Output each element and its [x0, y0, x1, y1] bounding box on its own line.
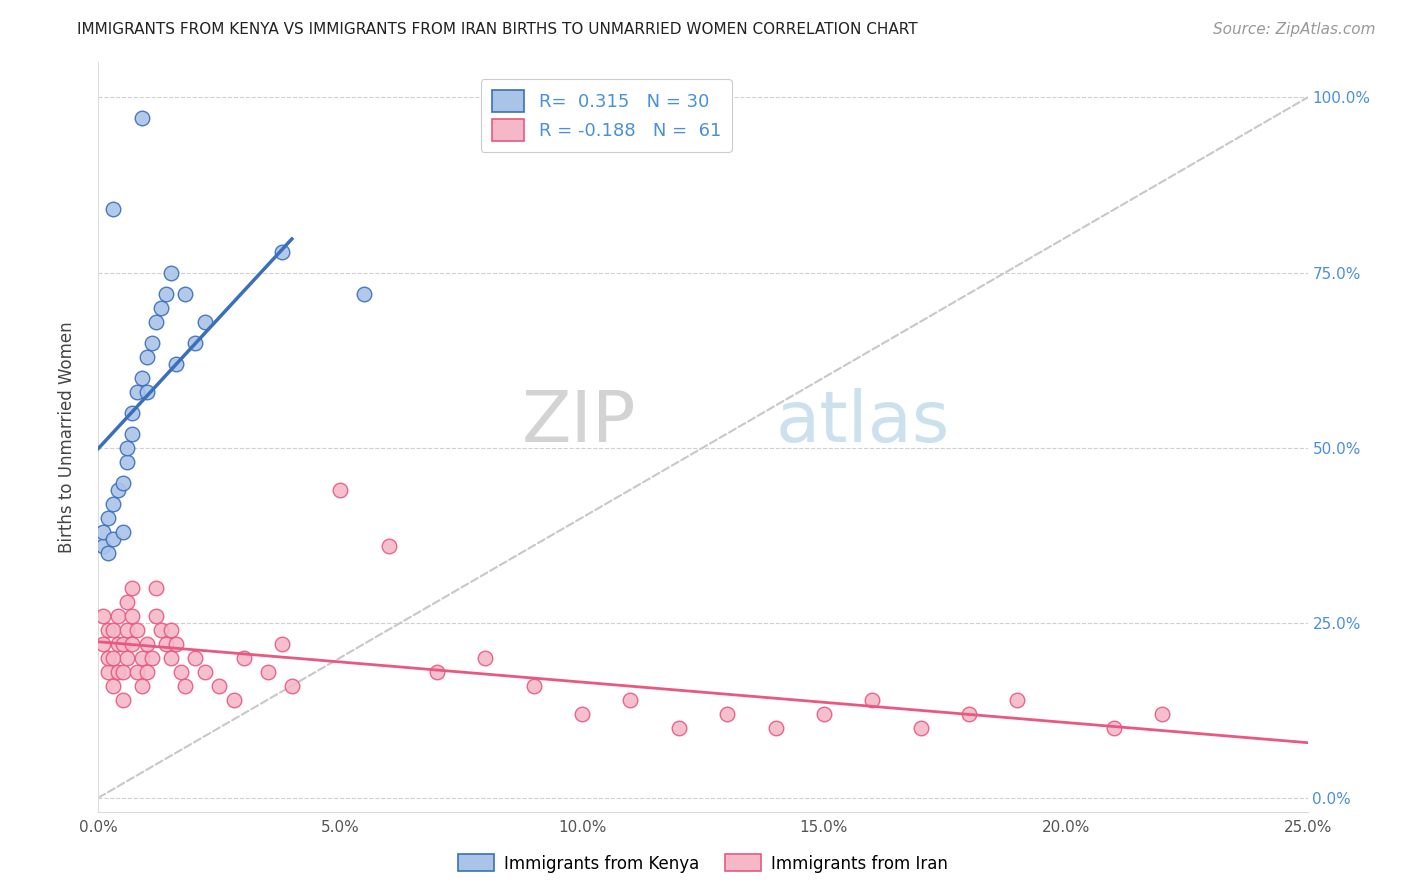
- Point: [145, 314, 167, 328]
- Point: [131, 679, 153, 693]
- Point: [121, 426, 143, 441]
- Point: [523, 679, 546, 693]
- Point: [184, 650, 207, 665]
- Point: [135, 665, 157, 679]
- Point: [131, 650, 153, 665]
- Point: [91, 608, 114, 623]
- Point: [208, 679, 231, 693]
- Point: [97, 510, 120, 524]
- Point: [107, 608, 129, 623]
- Text: IMMIGRANTS FROM KENYA VS IMMIGRANTS FROM IRAN BIRTHS TO UNMARRIED WOMEN CORRELAT: IMMIGRANTS FROM KENYA VS IMMIGRANTS FROM…: [77, 22, 918, 37]
- Text: atlas: atlas: [776, 388, 950, 457]
- Legend: Immigrants from Kenya, Immigrants from Iran: Immigrants from Kenya, Immigrants from I…: [451, 847, 955, 880]
- Point: [97, 650, 120, 665]
- Point: [91, 539, 114, 553]
- Point: [160, 266, 183, 280]
- Point: [131, 112, 153, 126]
- Point: [111, 637, 134, 651]
- Point: [426, 665, 449, 679]
- Point: [222, 692, 245, 706]
- Y-axis label: Births to Unmarried Women: Births to Unmarried Women: [58, 321, 76, 553]
- Point: [169, 665, 191, 679]
- Point: [155, 637, 177, 651]
- Point: [101, 497, 124, 511]
- Point: [165, 357, 187, 371]
- Point: [155, 286, 177, 301]
- Point: [150, 623, 173, 637]
- Point: [135, 350, 157, 364]
- Point: [91, 524, 114, 539]
- Point: [127, 384, 149, 399]
- Point: [101, 650, 124, 665]
- Point: [101, 532, 124, 546]
- Point: [377, 539, 399, 553]
- Point: [117, 650, 139, 665]
- Point: [131, 370, 153, 384]
- Point: [145, 581, 167, 595]
- Point: [1102, 721, 1125, 735]
- Point: [474, 650, 496, 665]
- Point: [957, 706, 980, 721]
- Point: [121, 581, 143, 595]
- Point: [353, 286, 375, 301]
- Point: [101, 679, 124, 693]
- Point: [184, 335, 207, 350]
- Point: [101, 202, 124, 217]
- Point: [194, 665, 217, 679]
- Point: [271, 244, 294, 259]
- Point: [145, 608, 167, 623]
- Text: ZIP: ZIP: [522, 388, 637, 457]
- Point: [910, 721, 932, 735]
- Point: [111, 665, 134, 679]
- Point: [160, 650, 183, 665]
- Point: [1007, 692, 1029, 706]
- Point: [860, 692, 883, 706]
- Point: [668, 721, 690, 735]
- Point: [716, 706, 738, 721]
- Point: [174, 286, 197, 301]
- Point: [111, 524, 134, 539]
- Point: [160, 623, 183, 637]
- Point: [117, 441, 139, 455]
- Point: [121, 608, 143, 623]
- Point: [813, 706, 835, 721]
- Point: [107, 637, 129, 651]
- Point: [101, 623, 124, 637]
- Point: [329, 483, 352, 497]
- Point: [1152, 706, 1174, 721]
- Point: [91, 637, 114, 651]
- Point: [111, 475, 134, 490]
- Point: [271, 637, 294, 651]
- Point: [135, 637, 157, 651]
- Point: [281, 679, 304, 693]
- Point: [165, 637, 187, 651]
- Point: [141, 650, 163, 665]
- Point: [117, 454, 139, 468]
- Point: [150, 301, 173, 315]
- Legend: R=  0.315   N = 30, R = -0.188   N =  61: R= 0.315 N = 30, R = -0.188 N = 61: [481, 79, 731, 152]
- Point: [107, 665, 129, 679]
- Point: [141, 335, 163, 350]
- Point: [135, 384, 157, 399]
- Point: [111, 692, 134, 706]
- Text: Source: ZipAtlas.com: Source: ZipAtlas.com: [1212, 22, 1375, 37]
- Point: [256, 665, 278, 679]
- Point: [127, 623, 149, 637]
- Point: [619, 692, 641, 706]
- Point: [127, 665, 149, 679]
- Point: [97, 623, 120, 637]
- Point: [97, 546, 120, 560]
- Point: [117, 594, 139, 608]
- Point: [174, 679, 197, 693]
- Point: [117, 623, 139, 637]
- Point: [121, 406, 143, 420]
- Point: [107, 483, 129, 497]
- Point: [121, 637, 143, 651]
- Point: [571, 706, 593, 721]
- Point: [97, 665, 120, 679]
- Point: [765, 721, 787, 735]
- Point: [194, 314, 217, 328]
- Point: [232, 650, 254, 665]
